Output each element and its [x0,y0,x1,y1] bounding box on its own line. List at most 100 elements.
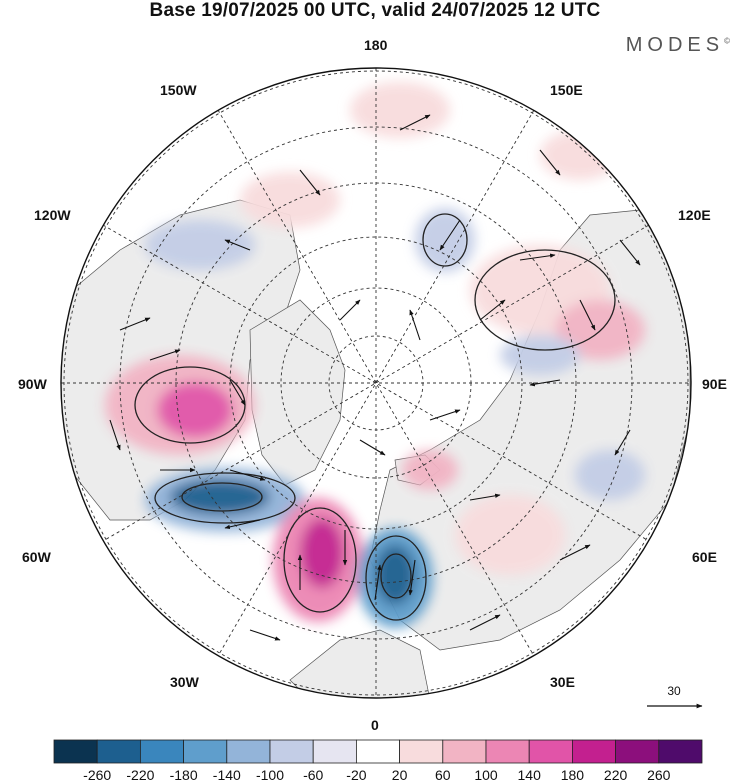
colorbar-box [442,739,487,764]
wind-vector [409,309,421,341]
reference-vector-label: 30 [667,684,681,698]
colorbar-box [226,739,271,764]
map-title: Base 19/07/2025 00 UTC, valid 24/07/2025… [149,0,601,21]
wind-vector [559,544,591,561]
colorbar-tick-label: 220 [604,767,628,783]
colorbar-box [528,739,573,764]
anomaly-positive-scandinavia [402,450,458,490]
lon-label-120w: 120W [34,207,71,223]
lon-label-60e: 60E [692,549,717,565]
lon-label-120e: 120E [678,207,711,223]
anomaly-negative-kazakhstan [500,335,580,375]
lon-label-30w: 30W [170,674,199,690]
wind-vector [619,239,641,266]
anomaly-negative-pacific [145,220,255,270]
colorbar: -260 -220 -180 -140 -100 -60 -20 20 60 100 140 180 2… [53,739,703,783]
wind-vector [399,114,431,131]
contour-iberia [365,535,427,621]
anomaly-positive-alaska [240,172,340,228]
colorbar-ticks: -260 -220 -180 -140 -100 -60 -20 20 60 100 140 180 2… [83,767,671,783]
wind-vector [539,149,561,176]
lon-label-90w: 90W [18,376,47,392]
wind-vectors [109,114,641,641]
lon-label-60w: 60W [22,549,51,565]
colorbar-tick-label: -60 [303,767,323,783]
reference-vector: 30 [647,684,703,709]
contour-east-siberia [422,213,468,267]
brand-logo: MODES© [626,34,730,57]
wind-vector [299,169,321,196]
wind-vector [479,299,506,321]
polar-stereographic-map: 30 [60,67,703,709]
colorbar-tick-label: -100 [256,767,284,783]
colorbar-tick-label: 100 [474,767,498,783]
colorbar-tick-label: 20 [392,767,408,783]
wind-vector [469,614,501,631]
colorbar-tick-label: -220 [126,767,154,783]
wind-vector [519,253,556,261]
wind-vector [109,419,121,451]
colorbar-box [355,739,400,764]
lon-label-90e: 90E [702,376,727,392]
copyright-mark: © [724,36,730,46]
colorbar-box [615,739,660,764]
colorbar-box [572,739,617,764]
graticule [61,68,691,698]
colorbar-tick-label: -140 [213,767,241,783]
colorbar-box [658,739,703,764]
wind-vector [469,493,501,501]
contour-north-atlantic [283,507,357,613]
colorbar-tick-label: -180 [170,767,198,783]
anomaly-positive-canada-core [157,382,233,438]
anomaly-positive-bering [350,82,450,138]
wind-vector [439,219,461,251]
anomaly-contours [134,213,616,621]
wind-vector [529,379,561,387]
lon-label-0: 0 [371,717,379,733]
colorbar-box [96,739,141,764]
colorbar-box [312,739,357,764]
anomaly-negative-east-siberia [415,208,475,272]
lon-label-150e: 150E [550,82,583,98]
wind-vector [229,379,246,406]
wind-vector [249,629,281,641]
wind-vector [339,299,361,321]
contour-labrador-inner [181,482,263,512]
colorbar-tick-label: -260 [83,767,111,783]
wind-vector [374,564,382,601]
anomaly-negative-labrador-core [170,479,270,515]
wind-vector [229,469,266,481]
colorbar-tick-label: -20 [346,767,366,783]
anomaly-positive-russia [455,495,565,575]
colorbar-box [269,739,314,764]
colorbar-boxes [53,739,703,764]
wind-vector [224,519,261,530]
contour-labrador [154,472,296,524]
wind-vector [119,317,151,331]
contour-iberia-inner [380,553,412,599]
wind-vector [359,439,386,456]
wind-vector [149,349,181,361]
anomaly-negative-central-asia [575,450,645,500]
wind-vector [224,239,251,251]
colorbar-tick-label: 140 [518,767,542,783]
anomaly-positive-japan [540,130,620,180]
wind-vector [429,409,461,421]
colorbar-box [53,739,98,764]
wind-vector [579,299,596,331]
colorbar-box [183,739,228,764]
colorbar-tick-label: 60 [435,767,451,783]
lon-label-30e: 30E [550,674,575,690]
colorbar-box [399,739,444,764]
colorbar-tick-label: 260 [647,767,671,783]
anomaly-positive-north-atlantic-core [300,518,344,588]
lon-label-180: 180 [364,37,388,53]
contour-siberia [474,249,616,351]
colorbar-box [139,739,184,764]
wind-vector [614,429,631,456]
map-boundary-circle [60,67,692,699]
greenland-land [249,299,346,486]
brand-name: MODES [625,34,725,56]
wind-vector [408,559,416,596]
lon-label-150w: 150W [160,82,197,98]
